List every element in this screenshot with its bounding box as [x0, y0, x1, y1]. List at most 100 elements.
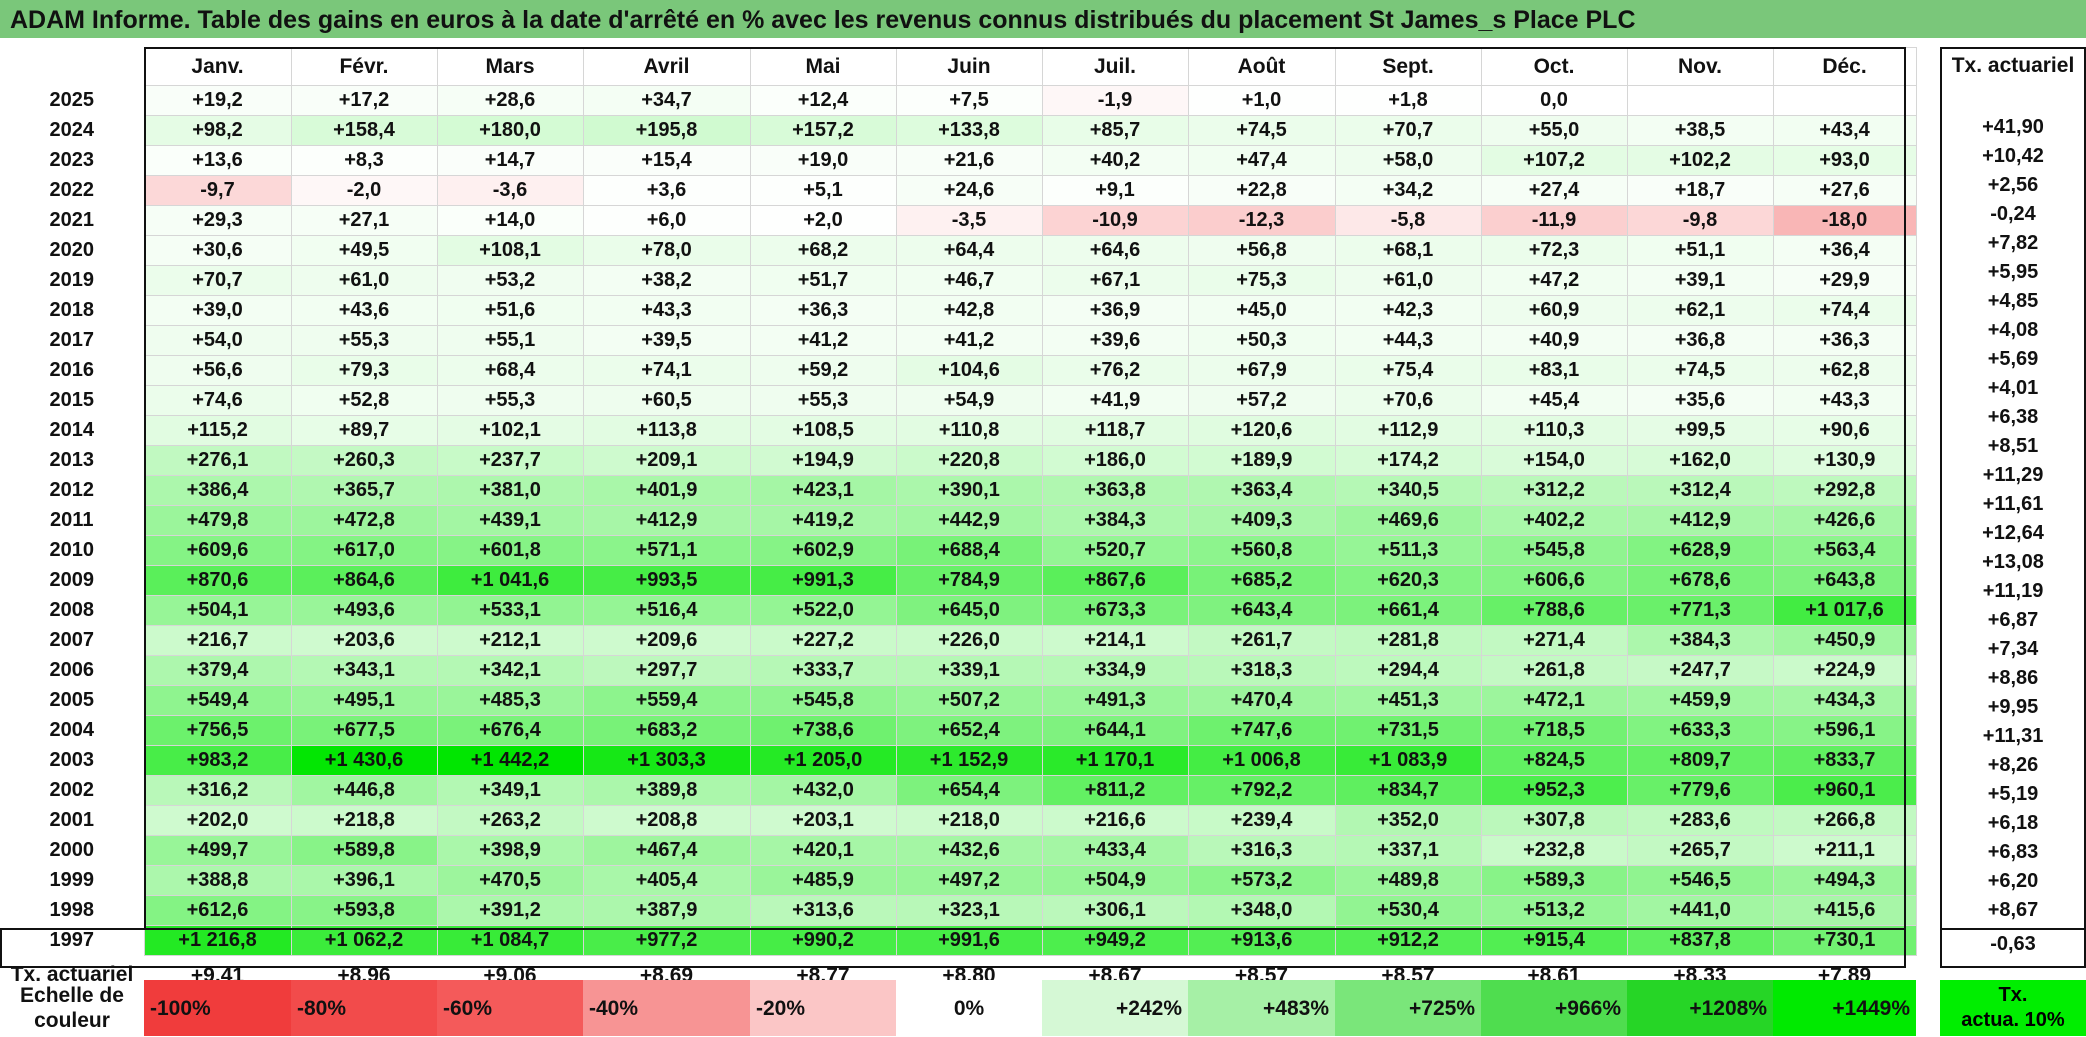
gain-cell: +459,9: [1626, 685, 1774, 716]
gains-table: Janv. Févr. Mars Avril Mai Juin Juil. Août Sept.…: [0, 47, 1917, 994]
gain-cell: +1 152,9: [895, 745, 1043, 776]
gain-cell: +55,3: [749, 385, 897, 416]
actuarial-cell: +5,19: [1987, 783, 2039, 805]
gain-cell: +522,0: [749, 595, 897, 626]
actuarial-cell: +8,51: [1987, 435, 2039, 457]
gain-cell: +68,2: [749, 235, 897, 266]
gain-cell: +51,6: [436, 295, 584, 326]
gain-cell: 0,0: [1480, 85, 1628, 116]
gain-cell: +30,6: [143, 235, 292, 266]
gain-cell: +409,3: [1187, 505, 1336, 536]
gain-cell: +27,4: [1480, 175, 1628, 206]
actuarial-row: +5,95: [1940, 258, 2086, 287]
gain-cell: +1 083,9: [1334, 745, 1482, 776]
gain-cell: +27,1: [290, 205, 438, 236]
gain-cell: +75,4: [1334, 355, 1482, 386]
table-row: 2006 +379,4 +343,1 +342,1 +297,7 +333,7 +339,1…: [0, 655, 1917, 686]
gain-cell: +102,2: [1626, 145, 1774, 176]
gain-cell: +312,2: [1480, 475, 1628, 506]
gain-cell: [1626, 85, 1774, 116]
actuarial-cell: +12,64: [1982, 522, 2044, 544]
gain-cell: +504,9: [1041, 865, 1189, 896]
gain-cell: +34,2: [1334, 175, 1482, 206]
gain-cell: +977,2: [582, 925, 751, 956]
gain-cell: +263,2: [436, 805, 584, 836]
table-row: 2025 +19,2 +17,2 +28,6 +34,7 +12,4 +7,5 -1,9 +1,…: [0, 85, 1917, 116]
year-label: 2006: [49, 659, 95, 681]
year-label: 2024: [49, 119, 95, 141]
gain-cell: +342,1: [436, 655, 584, 686]
gain-cell: +239,4: [1187, 805, 1336, 836]
actuarial-row: +9,95: [1940, 693, 2086, 722]
gain-cell: +1 170,1: [1041, 745, 1189, 776]
gain-cell: +913,6: [1187, 925, 1336, 956]
actuarial-cell: +5,69: [1987, 348, 2039, 370]
gain-cell: +472,8: [290, 505, 438, 536]
gain-cell: +214,1: [1041, 625, 1189, 656]
gain-cell: +55,3: [290, 325, 438, 356]
year-label: 2017: [49, 329, 95, 351]
gain-cell: +340,5: [1334, 475, 1482, 506]
gain-cell: +601,8: [436, 535, 584, 566]
gain-cell: +209,1: [582, 445, 751, 476]
gain-cell: +718,5: [1480, 715, 1628, 746]
gain-cell: +21,6: [895, 145, 1043, 176]
gain-cell: +43,3: [582, 295, 751, 326]
gain-cell: +226,0: [895, 625, 1043, 656]
table-row: 1999 +388,8 +396,1 +470,5 +405,4 +485,9 +497,2…: [0, 865, 1917, 896]
actuarial-row: [1940, 84, 2086, 113]
color-scale-swatch: +1449%: [1773, 980, 1916, 1036]
gain-cell: +318,3: [1187, 655, 1336, 686]
gain-cell: +70,6: [1334, 385, 1482, 416]
gain-cell: +209,6: [582, 625, 751, 656]
gain-cell: +1 442,2: [436, 745, 584, 776]
gain-cell: +93,0: [1772, 145, 1917, 176]
actuarial-cell: +13,08: [1982, 551, 2044, 573]
gain-cell: +738,6: [749, 715, 897, 746]
gain-cell: +991,6: [895, 925, 1043, 956]
gain-cell: +386,4: [143, 475, 292, 506]
gain-cell: +67,1: [1041, 265, 1189, 296]
gain-cell: +265,7: [1626, 835, 1774, 866]
gain-cell: +912,2: [1334, 925, 1482, 956]
gain-cell: +983,2: [143, 745, 292, 776]
color-scale-swatch: 0%: [896, 980, 1042, 1036]
actuarial-row: -0,24: [1940, 200, 2086, 229]
actuarial-row: +12,64: [1940, 519, 2086, 548]
gain-cell: +612,6: [143, 895, 292, 926]
gain-cell: -1,9: [1041, 85, 1189, 116]
gain-cell: +53,2: [436, 265, 584, 296]
gain-cell: +870,6: [143, 565, 292, 596]
gain-cell: +36,3: [1772, 325, 1917, 356]
actuarial-row: +6,20: [1940, 867, 2086, 896]
gain-cell: +3,6: [582, 175, 751, 206]
gain-cell: +14,0: [436, 205, 584, 236]
year-label: 2021: [49, 209, 95, 231]
gain-cell: +499,7: [143, 835, 292, 866]
gain-cell: +8,3: [290, 145, 438, 176]
gain-cell: +419,2: [749, 505, 897, 536]
gain-cell: [1772, 85, 1917, 116]
gain-cell: +266,8: [1772, 805, 1917, 836]
gain-cell: +307,8: [1480, 805, 1628, 836]
gain-cell: -2,0: [290, 175, 438, 206]
gain-cell: +433,4: [1041, 835, 1189, 866]
gain-cell: +602,9: [749, 535, 897, 566]
gain-cell: +2,0: [749, 205, 897, 236]
gain-cell: +49,5: [290, 235, 438, 266]
gain-cell: +74,4: [1772, 295, 1917, 326]
gain-cell: +628,9: [1626, 535, 1774, 566]
gain-cell: +15,4: [582, 145, 751, 176]
actuarial-cell: +6,83: [1987, 841, 2039, 863]
table-row: 2024 +98,2 +158,4 +180,0 +195,8 +157,2 +133,8 +…: [0, 115, 1917, 146]
gain-cell: -5,8: [1334, 205, 1482, 236]
gain-cell: +316,2: [143, 775, 292, 806]
gain-cell: +389,8: [582, 775, 751, 806]
gain-cell: +227,2: [749, 625, 897, 656]
gain-cell: +549,4: [143, 685, 292, 716]
table-row: 2012 +386,4 +365,7 +381,0 +401,9 +423,1 +390,1…: [0, 475, 1917, 506]
gain-cell: +533,1: [436, 595, 584, 626]
gain-cell: +75,3: [1187, 265, 1336, 296]
gain-cell: +36,3: [749, 295, 897, 326]
gain-cell: +39,0: [143, 295, 292, 326]
